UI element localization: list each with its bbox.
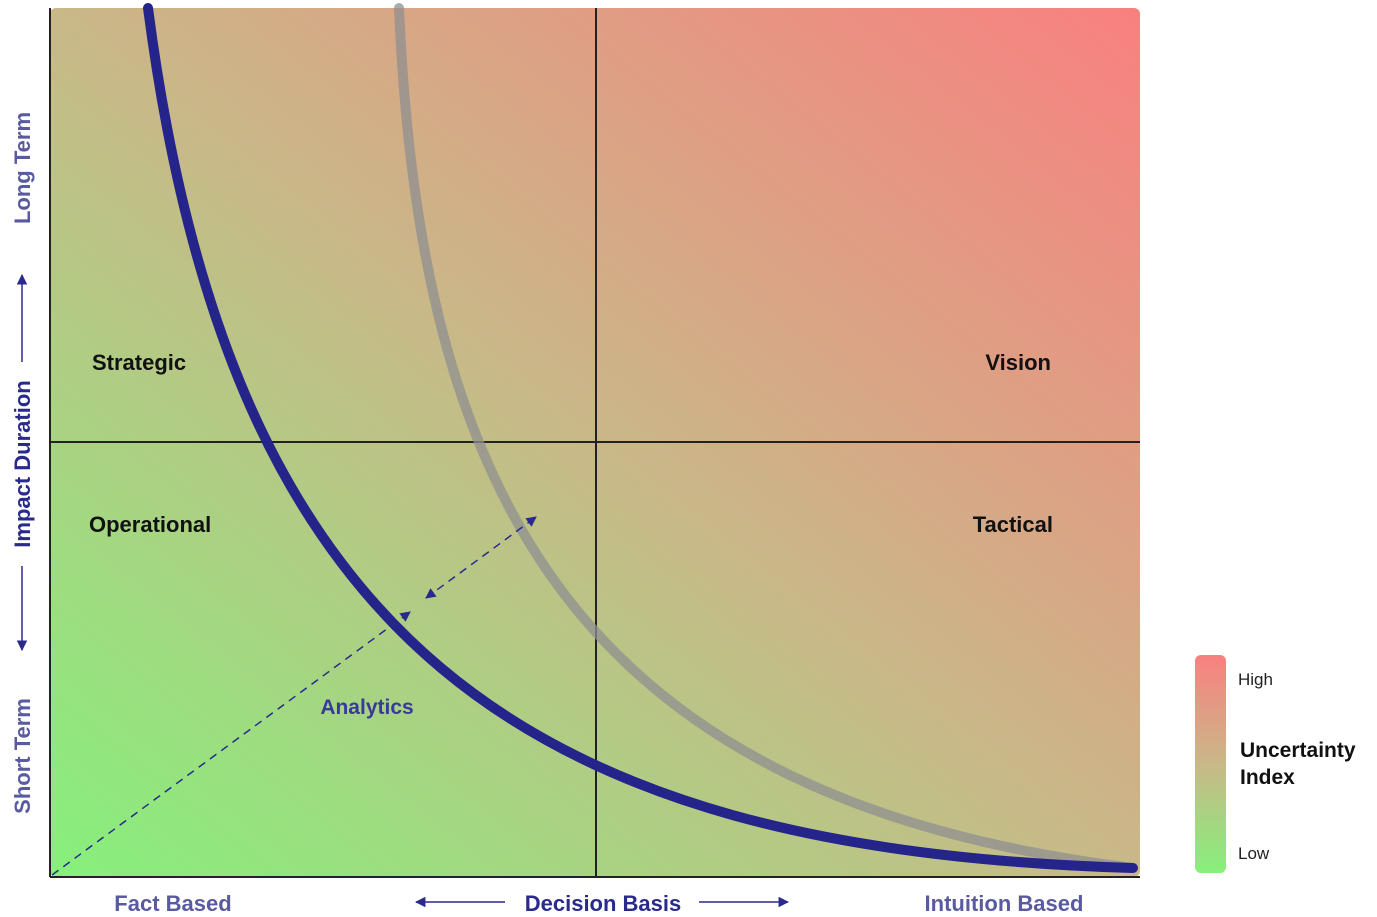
analytics-label: Analytics bbox=[320, 696, 413, 719]
x-axis-left-label: Fact Based bbox=[114, 891, 231, 916]
x-axis-right-label: Intuition Based bbox=[925, 891, 1084, 916]
quadrant-label-strategic: Strategic bbox=[92, 350, 186, 375]
uncertainty-legend-bar bbox=[1195, 655, 1226, 873]
y-axis-top-label: Long Term bbox=[10, 112, 35, 224]
quadrant-label-operational: Operational bbox=[89, 512, 211, 537]
analytics-arrow bbox=[51, 611, 411, 876]
quadrant-label-vision: Vision bbox=[985, 350, 1051, 375]
shifted-frontier-curve bbox=[394, 3, 1138, 873]
legend-high-label: High bbox=[1238, 670, 1273, 689]
analytics-shift-arrow bbox=[425, 516, 537, 599]
decision-frontier-curve bbox=[143, 3, 1138, 873]
x-axis-title: Decision Basis bbox=[525, 891, 682, 916]
legend-title-line1: Uncertainty bbox=[1240, 739, 1356, 762]
y-axis-title: Impact Duration bbox=[10, 380, 35, 547]
quadrant-label-tactical: Tactical bbox=[973, 512, 1053, 537]
legend-title-line2: Index bbox=[1240, 766, 1295, 789]
y-axis-bottom-label: Short Term bbox=[10, 698, 35, 814]
legend-low-label: Low bbox=[1238, 844, 1270, 863]
